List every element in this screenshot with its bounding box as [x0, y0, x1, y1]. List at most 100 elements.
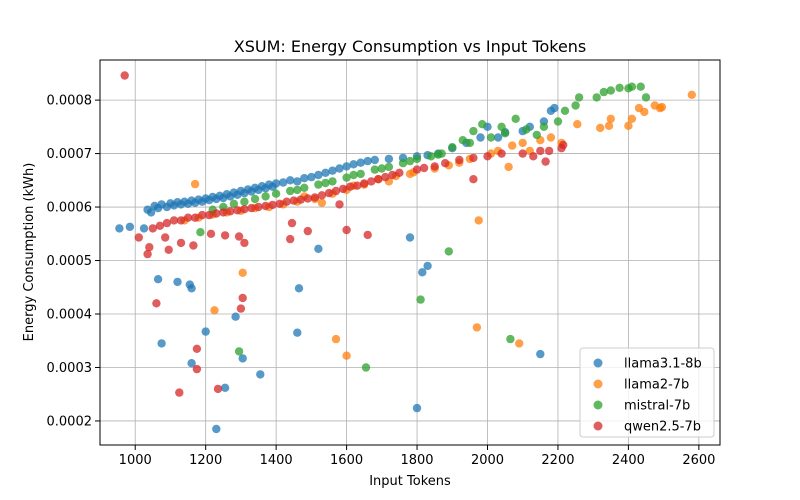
data-point	[212, 209, 221, 218]
data-point	[423, 261, 432, 271]
x-tick-label: 2000	[471, 453, 504, 468]
data-point	[465, 138, 475, 148]
data-point	[342, 162, 351, 171]
data-point	[426, 152, 436, 161]
data-point	[444, 247, 453, 256]
data-point	[624, 121, 633, 130]
data-point	[231, 312, 240, 321]
data-point	[314, 170, 323, 180]
data-point	[571, 101, 580, 110]
data-point	[294, 284, 304, 293]
data-point	[152, 299, 161, 308]
data-point	[349, 160, 358, 169]
data-point	[405, 156, 415, 166]
data-point	[455, 155, 464, 165]
legend-marker	[593, 379, 603, 389]
data-point	[233, 206, 242, 215]
data-point	[377, 164, 386, 173]
data-point	[198, 210, 207, 220]
data-point	[412, 154, 422, 164]
data-point	[220, 231, 230, 240]
data-point	[261, 201, 270, 211]
data-point	[469, 153, 478, 163]
data-point	[293, 185, 302, 195]
data-point	[342, 225, 351, 235]
data-point	[238, 354, 247, 363]
data-point	[458, 136, 467, 145]
data-point	[210, 306, 219, 315]
data-point	[615, 83, 624, 93]
data-point	[412, 165, 422, 174]
data-point	[544, 146, 554, 156]
data-point	[120, 71, 129, 80]
x-tick-label: 2200	[541, 453, 574, 468]
data-point	[157, 339, 166, 348]
data-point	[345, 182, 355, 191]
data-point	[139, 224, 149, 233]
x-tick-label: 1600	[330, 453, 363, 468]
data-point	[240, 238, 249, 248]
data-point	[314, 244, 323, 253]
data-point	[370, 165, 379, 174]
data-point	[176, 216, 186, 225]
data-point	[500, 129, 510, 138]
data-point	[434, 150, 443, 159]
data-point	[627, 82, 637, 91]
data-point	[356, 169, 365, 179]
data-point	[349, 170, 358, 180]
data-point	[314, 180, 323, 189]
data-point	[176, 238, 186, 248]
data-point	[405, 169, 415, 179]
data-point	[497, 122, 506, 131]
data-point	[604, 121, 614, 130]
legend-marker	[593, 400, 603, 410]
data-point	[539, 122, 549, 131]
data-point	[190, 213, 200, 222]
data-point	[328, 166, 337, 175]
data-point	[238, 268, 247, 277]
data-point	[361, 363, 371, 372]
data-point	[356, 158, 365, 167]
data-point	[370, 155, 379, 165]
data-point	[335, 200, 344, 209]
data-point	[268, 200, 277, 210]
data-point	[293, 177, 302, 186]
y-tick-label: 0.0004	[47, 307, 93, 322]
data-point	[687, 90, 696, 100]
data-point	[328, 177, 337, 186]
data-point	[236, 304, 246, 313]
data-point	[493, 133, 503, 142]
data-point	[143, 249, 152, 259]
data-point	[161, 233, 170, 242]
data-point	[183, 213, 193, 222]
data-point	[599, 87, 608, 97]
data-point	[213, 384, 223, 394]
data-point	[286, 176, 295, 185]
data-point	[636, 82, 645, 91]
data-point	[247, 203, 256, 213]
data-point	[303, 194, 312, 203]
data-point	[220, 383, 230, 392]
data-point	[504, 162, 513, 172]
data-point	[448, 143, 457, 152]
data-point	[506, 334, 515, 344]
data-point	[307, 172, 316, 182]
data-point	[342, 351, 351, 360]
data-point	[324, 188, 334, 198]
data-point	[640, 107, 649, 117]
data-point	[469, 175, 478, 184]
data-point	[321, 178, 330, 188]
data-point	[250, 194, 260, 204]
data-point	[286, 186, 295, 196]
data-point	[169, 216, 179, 225]
data-point	[381, 172, 390, 182]
data-point	[469, 126, 478, 136]
data-point	[187, 359, 196, 368]
data-point	[419, 163, 429, 173]
y-tick-label: 0.0003	[47, 361, 93, 376]
data-point	[234, 232, 244, 241]
data-point	[536, 146, 545, 156]
data-point	[384, 162, 394, 172]
data-point	[317, 191, 327, 200]
